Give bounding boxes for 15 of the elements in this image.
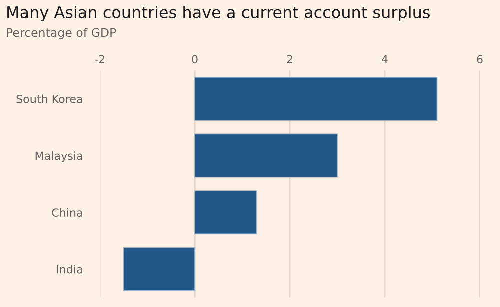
x-tick-label: -2 bbox=[95, 55, 104, 64]
bar bbox=[123, 247, 196, 292]
x-tick-label: 2 bbox=[287, 55, 292, 64]
bar bbox=[194, 134, 338, 178]
x-tick-label: 6 bbox=[477, 55, 483, 64]
y-tick-label: India bbox=[57, 265, 82, 274]
bar bbox=[194, 77, 438, 122]
y-tick-label: South Korea bbox=[16, 94, 82, 104]
y-tick-label: Malaysia bbox=[36, 152, 82, 162]
x-tick-label: 4 bbox=[382, 55, 388, 64]
chart-subtitle: Percentage of GDP bbox=[7, 28, 116, 40]
chart-title: Many Asian countries have a current account surplus bbox=[8, 6, 430, 22]
bar bbox=[194, 190, 258, 235]
x-tick-label: 0 bbox=[192, 55, 198, 64]
y-tick-label: China bbox=[52, 208, 82, 217]
